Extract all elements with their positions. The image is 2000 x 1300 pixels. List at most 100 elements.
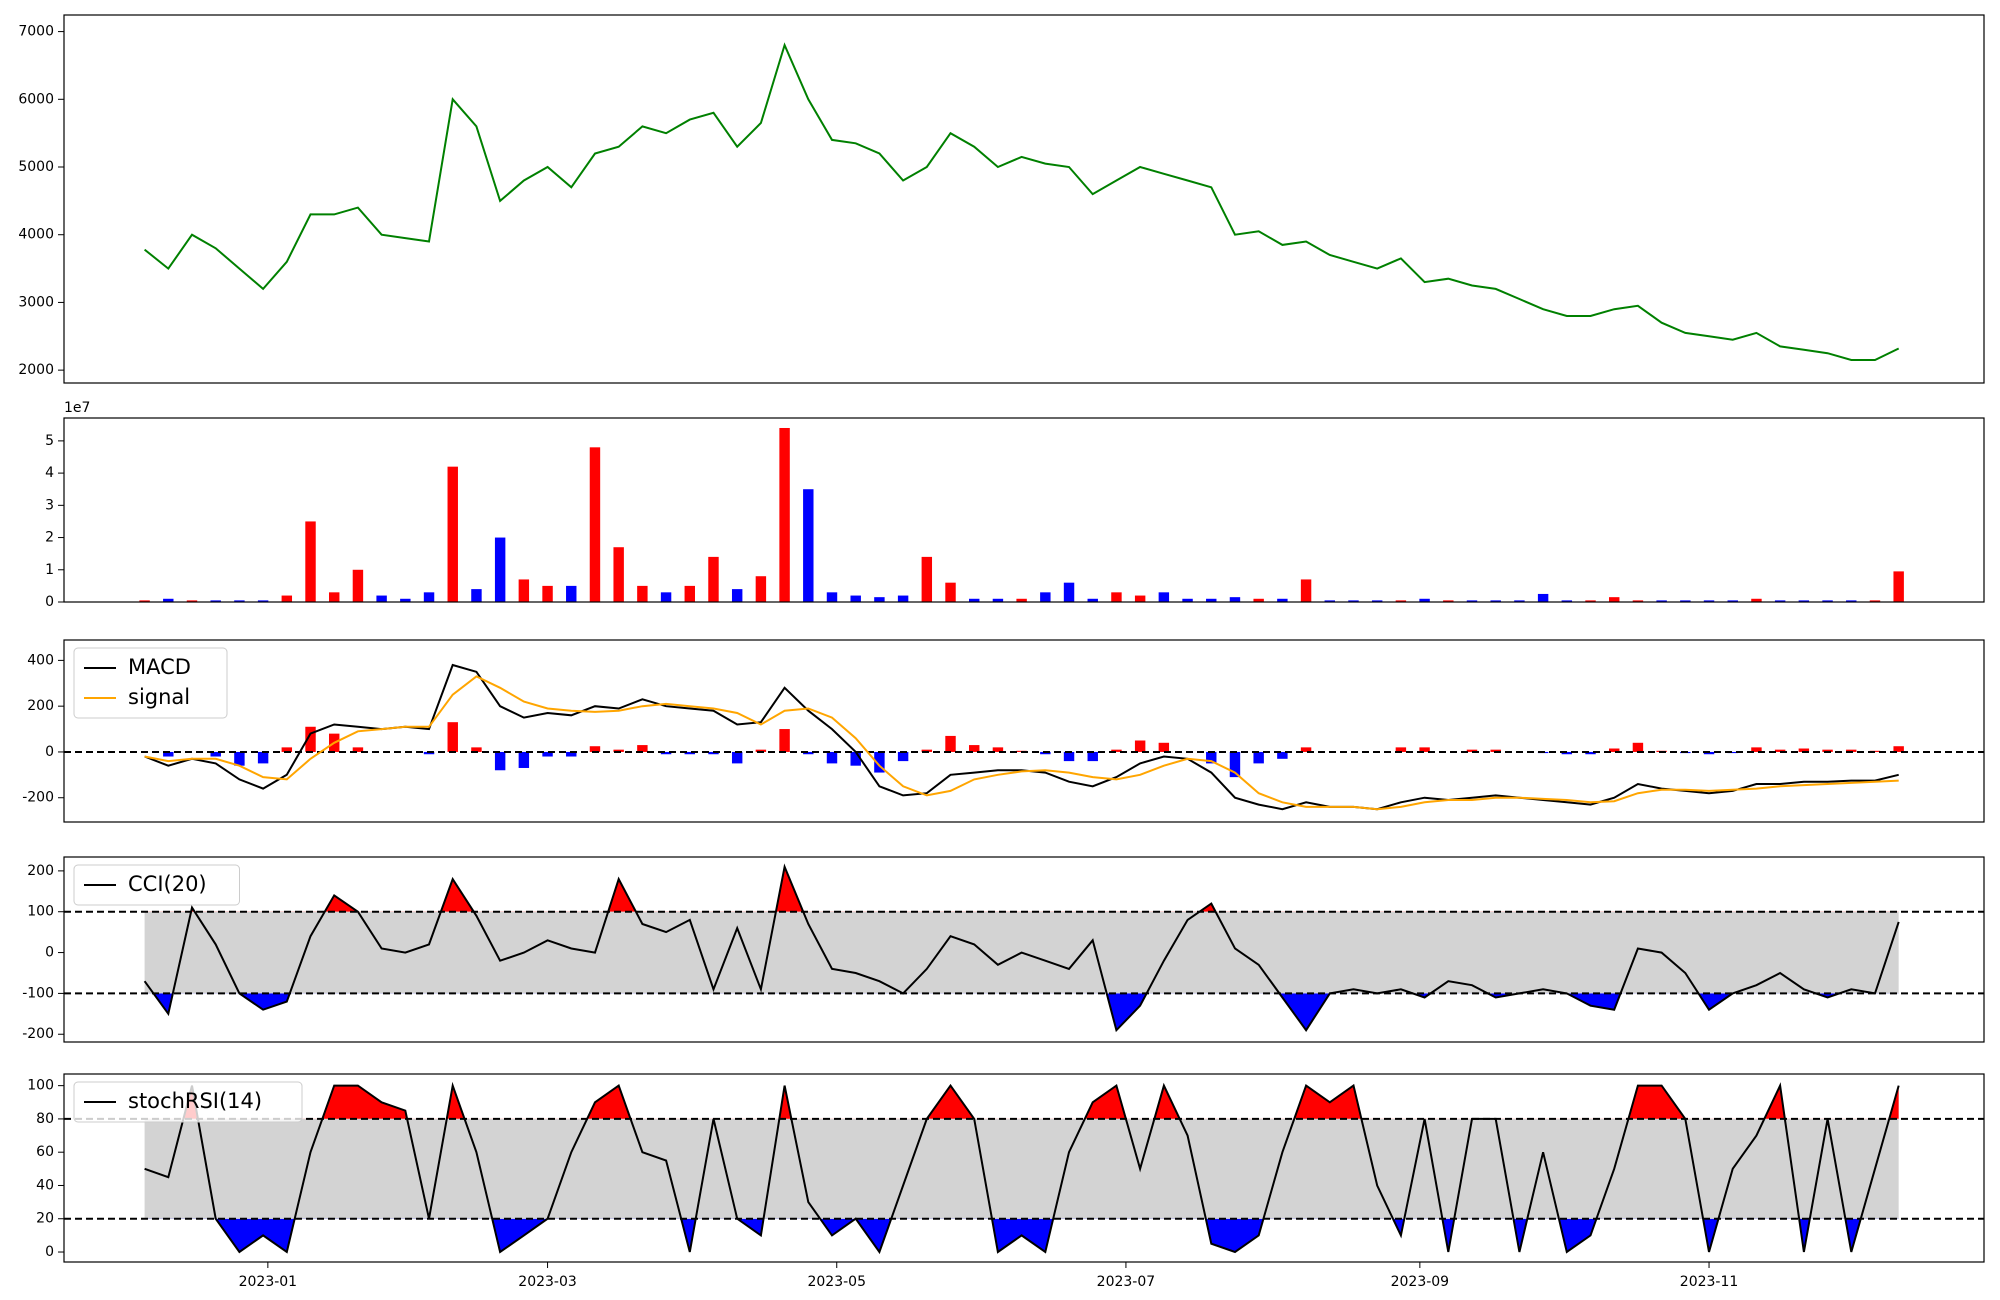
volume-bar <box>1040 592 1051 602</box>
volume-bar <box>708 556 719 602</box>
panel-frame <box>63 856 1985 1043</box>
volume-bar <box>874 597 885 602</box>
x-tick-label: 2023-07 <box>1097 1274 1156 1290</box>
volume-bar <box>589 447 601 602</box>
y-tick-label: 400 <box>27 652 54 668</box>
offset-label: 1e7 <box>64 400 90 416</box>
volume-bar <box>779 427 790 602</box>
histogram-bar <box>1277 751 1288 759</box>
volume-bar <box>1774 600 1786 602</box>
volume-bar <box>1609 597 1620 602</box>
histogram-bar <box>708 751 719 755</box>
volume-bar <box>1466 600 1478 602</box>
histogram-bar <box>803 751 814 755</box>
volume-bar <box>1348 600 1359 602</box>
histogram-bar <box>1395 747 1407 752</box>
histogram-bar <box>1846 749 1857 752</box>
volume-bar <box>163 598 174 602</box>
y-tick-label: 1 <box>45 562 54 578</box>
volume-bar <box>352 569 364 602</box>
volume-bar <box>660 592 672 602</box>
y-tick-label: 200 <box>27 863 54 879</box>
y-tick-label: -100 <box>22 985 54 1001</box>
x-tick-label: 2023-03 <box>518 1274 577 1290</box>
volume-bar <box>186 600 198 602</box>
volume-bar <box>1111 592 1122 602</box>
y-tick-label: 100 <box>27 1078 54 1094</box>
volume-bar <box>1703 600 1715 602</box>
volume-bar <box>803 489 814 602</box>
histogram-bar <box>613 749 624 752</box>
volume-bar <box>1229 597 1241 602</box>
histogram-bar <box>1063 751 1075 762</box>
volume-bar <box>1846 600 1857 602</box>
legend-label: MACD <box>128 655 191 679</box>
y-tick-label: -200 <box>22 1026 54 1042</box>
legend-box <box>73 1081 303 1123</box>
legend-box <box>73 647 228 719</box>
histogram-bar <box>471 747 482 752</box>
volume-bar <box>400 598 411 602</box>
histogram-bar <box>1158 742 1170 752</box>
volume-bar <box>1324 600 1335 602</box>
legend-label: signal <box>128 685 190 709</box>
volume-bar <box>1016 598 1027 602</box>
y-tick-label: 20 <box>36 1211 54 1227</box>
volume-bar <box>376 595 387 602</box>
histogram-bar <box>874 751 885 773</box>
histogram-bar <box>1206 751 1217 764</box>
histogram-bar <box>1609 748 1620 752</box>
legend-label: stochRSI(14) <box>128 1089 262 1113</box>
volume-bar <box>1277 598 1288 602</box>
indicator-line <box>143 863 1900 1033</box>
volume-bar <box>1822 600 1833 602</box>
histogram-bar <box>1822 749 1833 752</box>
histogram-bar <box>1466 749 1478 752</box>
y-tick-label: 0 <box>45 594 54 610</box>
histogram-bar <box>779 729 790 752</box>
histogram-bar <box>921 749 933 752</box>
volume-bar <box>1158 592 1170 602</box>
series-line <box>144 663 1899 811</box>
volume-bar <box>1182 598 1193 602</box>
histogram-bar <box>1703 751 1715 755</box>
y-tick-label: 5000 <box>18 159 54 175</box>
histogram-bar <box>755 749 767 752</box>
x-tick-label: 2023-05 <box>807 1274 866 1290</box>
volume-bar <box>755 576 767 602</box>
histogram-bar <box>1087 751 1098 762</box>
histogram-bar <box>494 751 506 771</box>
neutral-band <box>144 1118 1899 1219</box>
volume-bar <box>945 582 956 602</box>
y-tick-label: 60 <box>36 1144 54 1160</box>
histogram-bar <box>1727 751 1738 754</box>
histogram-bar <box>210 751 221 757</box>
volume-bar <box>850 595 861 602</box>
histogram-bar <box>281 747 293 752</box>
volume-bar <box>921 556 933 602</box>
y-tick-label: -200 <box>22 790 54 806</box>
histogram-bar <box>1300 747 1312 752</box>
volume-bar <box>1585 600 1596 602</box>
series-line <box>144 675 1899 811</box>
histogram-bar <box>969 745 980 752</box>
histogram-bar <box>850 751 861 766</box>
y-tick-label: 7000 <box>18 24 54 40</box>
y-tick-label: 0 <box>45 744 54 760</box>
histogram-bar <box>305 726 316 752</box>
histogram-bar <box>1111 749 1122 752</box>
volume-bar <box>329 592 340 602</box>
histogram-bar <box>352 747 364 752</box>
histogram-bar <box>1893 746 1904 752</box>
oversold-fill <box>144 993 1899 1031</box>
volume-bar <box>826 592 838 602</box>
volume-bar <box>1443 600 1454 602</box>
volume-bar <box>305 521 316 602</box>
volume-bar <box>1087 598 1098 602</box>
volume-bar <box>1371 600 1383 602</box>
volume-bar <box>731 589 743 602</box>
histogram-bar <box>1585 751 1596 755</box>
volume-bar <box>1680 600 1691 602</box>
